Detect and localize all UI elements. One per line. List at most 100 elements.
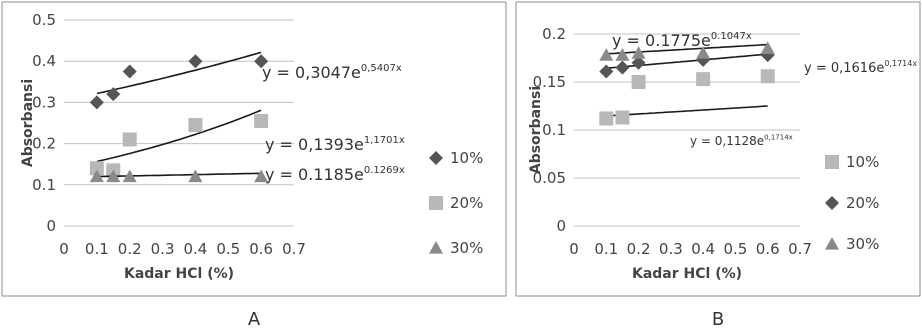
trend-equation: y = 0.1185e0.1269x [265,165,405,184]
trend-equation: y = 0,1616e0,1714x [804,59,917,76]
y-tick-label: 0.5 [32,11,56,29]
data-point [122,169,137,183]
trendline [96,172,262,178]
y-axis-title: Absorbansi [20,79,36,167]
panel-caption: A [248,309,261,330]
legend-marker [825,237,839,250]
data-point [89,95,104,110]
legend-marker [429,241,443,254]
panel-frame [1,1,507,297]
x-tick-label: 0.5 [216,240,240,258]
data-point [254,113,269,128]
x-tick-label: 0.2 [627,240,651,258]
x-tick-label: 0.4 [183,240,207,258]
y-tick-label: 0.1 [542,121,566,139]
data-point [188,118,203,133]
legend-label: 20% [846,194,879,212]
legend-marker [825,196,839,210]
y-tick-label: 0.3 [32,93,56,111]
data-point [188,54,203,69]
data-point [631,55,646,70]
x-tick-label: 0.7 [282,240,306,258]
data-point [254,169,269,183]
y-tick-label: 0.1 [32,176,56,194]
trendline [606,53,768,69]
legend-label: 30% [846,235,879,253]
y-tick-label: 0.05 [533,169,566,187]
data-point [631,46,646,59]
chart-panel-b: 0 0.05 0.1 0.15 0.2 0 0.1 0.2 0.3 0.4 0.5 0.6 0.7 Kad… [515,1,921,330]
legend-marker [825,155,839,169]
legend-entry: 10% [825,153,879,171]
x-tick-label: 0.5 [723,240,747,258]
x-tick-label: 0.3 [151,240,175,258]
series-b-1 [599,69,775,126]
y-tick-label: 0.4 [32,52,56,70]
y-tick-label: 0.2 [542,25,566,43]
chart-panel-a: 0 0.1 0.2 0.3 0.4 0.5 0 0.1 0.2 0.3 0.4 0.5 0.6 0.7 Ka… [1,1,507,330]
y-tick-label: 0.2 [32,135,56,153]
data-point [760,41,775,54]
legend-label: 10% [450,149,483,167]
data-point [122,132,137,147]
data-point [89,169,104,183]
x-tick-label: 0.2 [118,240,142,258]
x-tick-label: 0.7 [788,240,812,258]
trend-equation: y = 0.1775e0.1047x [612,31,752,50]
data-point [122,64,137,79]
trend-equation: y = 0,3047e0,5407x [262,63,402,82]
x-tick-label: 0.6 [249,240,273,258]
data-point [760,69,775,84]
data-point [631,75,646,89]
data-point [599,48,614,61]
data-point [615,110,630,125]
x-tick-label: 0.1 [85,240,109,258]
trendline [96,109,262,163]
legend-label: 30% [450,239,483,257]
data-point [615,60,630,75]
series-a-1 [89,51,269,110]
legend-marker [429,196,443,210]
legend-entry: 30% [825,235,879,253]
x-tick-label: 0.3 [659,240,683,258]
panel-frame [515,1,921,297]
trend-equation: y = 0,1128e0,1714x [690,134,793,148]
series-a-3 [89,169,269,183]
data-point [615,48,630,61]
x-tick-label: 0.6 [756,240,780,258]
series-a-2 [89,109,269,178]
y-tick-label: 0 [46,217,56,235]
trendline [96,51,262,95]
panel-caption: B [712,309,724,330]
legend-label: 20% [450,194,483,212]
y-tick-label: 0.15 [533,73,566,91]
legend-entry: 20% [825,194,879,212]
data-point [89,161,104,176]
x-axis-title: Kadar HCl (%) [124,266,234,282]
legend-marker [429,151,443,165]
x-axis-title: Kadar HCl (%) [632,266,742,282]
trend-equation: y = 0,1393e1,1701x [265,135,405,154]
data-point [254,54,269,69]
x-tick-label: 0.1 [594,240,618,258]
data-point [106,87,121,102]
y-axis-title: Absorbansi [528,86,544,174]
legend-entry: 20% [429,194,483,212]
x-tick-label: 0 [59,240,69,258]
trendline [606,43,768,55]
trendline [606,105,768,117]
data-point [599,111,614,126]
data-point [696,72,711,87]
legend-label: 10% [846,153,879,171]
x-tick-label: 0.4 [691,240,715,258]
data-point [106,169,121,183]
data-point [188,169,203,183]
y-tick-label: 0 [556,217,566,235]
legend-entry: 30% [429,239,483,257]
data-point [599,64,614,79]
x-tick-label: 0 [569,240,579,258]
series-b-3 [599,41,775,61]
legend-entry: 10% [429,149,483,167]
data-point [696,46,711,59]
